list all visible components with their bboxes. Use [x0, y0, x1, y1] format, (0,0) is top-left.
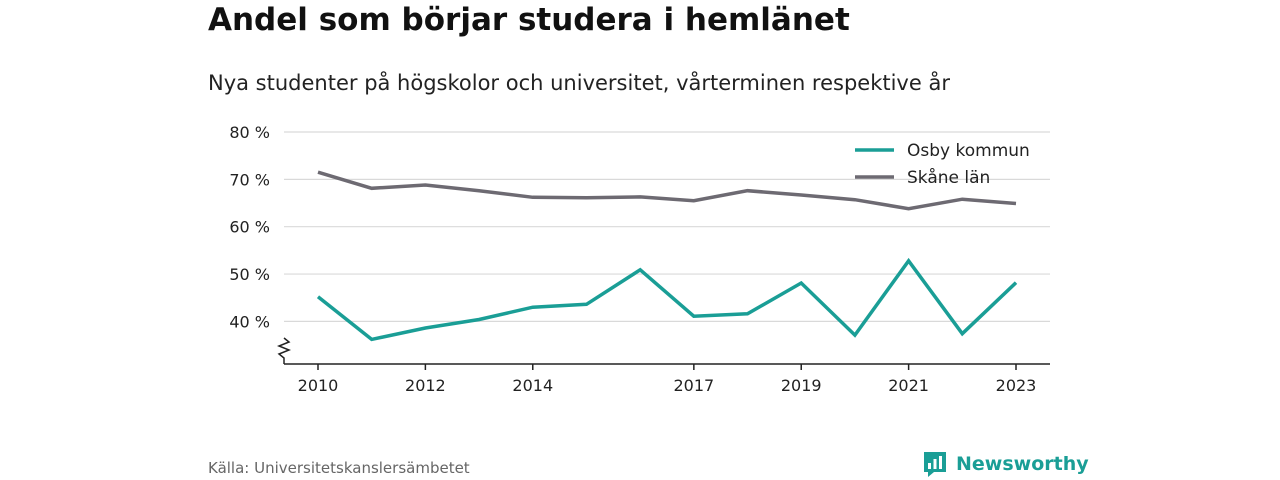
- y-tick-label: 80 %: [229, 123, 270, 142]
- x-tick-label: 2023: [996, 376, 1037, 395]
- x-tick-label: 2010: [298, 376, 339, 395]
- x-tick-label: 2014: [512, 376, 553, 395]
- x-tick-label: 2012: [405, 376, 446, 395]
- line-chart: 40 % 50 % 60 % 70 % 80 % 2010 2012 2014 2017 2019…: [229, 123, 1050, 395]
- legend-label: Osby kommun: [907, 141, 1030, 161]
- brand-name: Newsworthy: [956, 453, 1089, 475]
- x-tick-label: 2017: [673, 376, 714, 395]
- grid-lines: [284, 131, 1050, 322]
- legend-label: Skåne län: [907, 167, 990, 188]
- series-lines: [316, 170, 1018, 342]
- axes: 40 % 50 % 60 % 70 % 80 % 2010 2012 2014 2017 2019…: [229, 123, 1050, 395]
- y-tick-label: 70 %: [229, 170, 270, 189]
- brand-logo: Newsworthy: [922, 450, 1089, 478]
- y-tick-label: 40 %: [229, 312, 270, 331]
- y-axis-break-marker: [276, 337, 292, 364]
- legend: Osby kommun Skåne län: [855, 141, 1030, 188]
- x-tick-label: 2019: [781, 376, 822, 395]
- bar-chart-speech-bubble-icon: [924, 452, 946, 477]
- y-tick-label: 50 %: [229, 265, 270, 284]
- chart-title: Andel som börjar studera i hemlänet: [208, 2, 850, 38]
- series-line-sk-ne-l-n: [317, 170, 1017, 211]
- chart-subtitle: Nya studenter på högskolor och universit…: [208, 71, 950, 95]
- series-line-osby-kommun: [316, 257, 1018, 342]
- source-note: Källa: Universitetskanslersämbetet: [208, 459, 470, 477]
- x-tick-label: 2021: [888, 376, 929, 395]
- y-tick-label: 60 %: [229, 218, 270, 237]
